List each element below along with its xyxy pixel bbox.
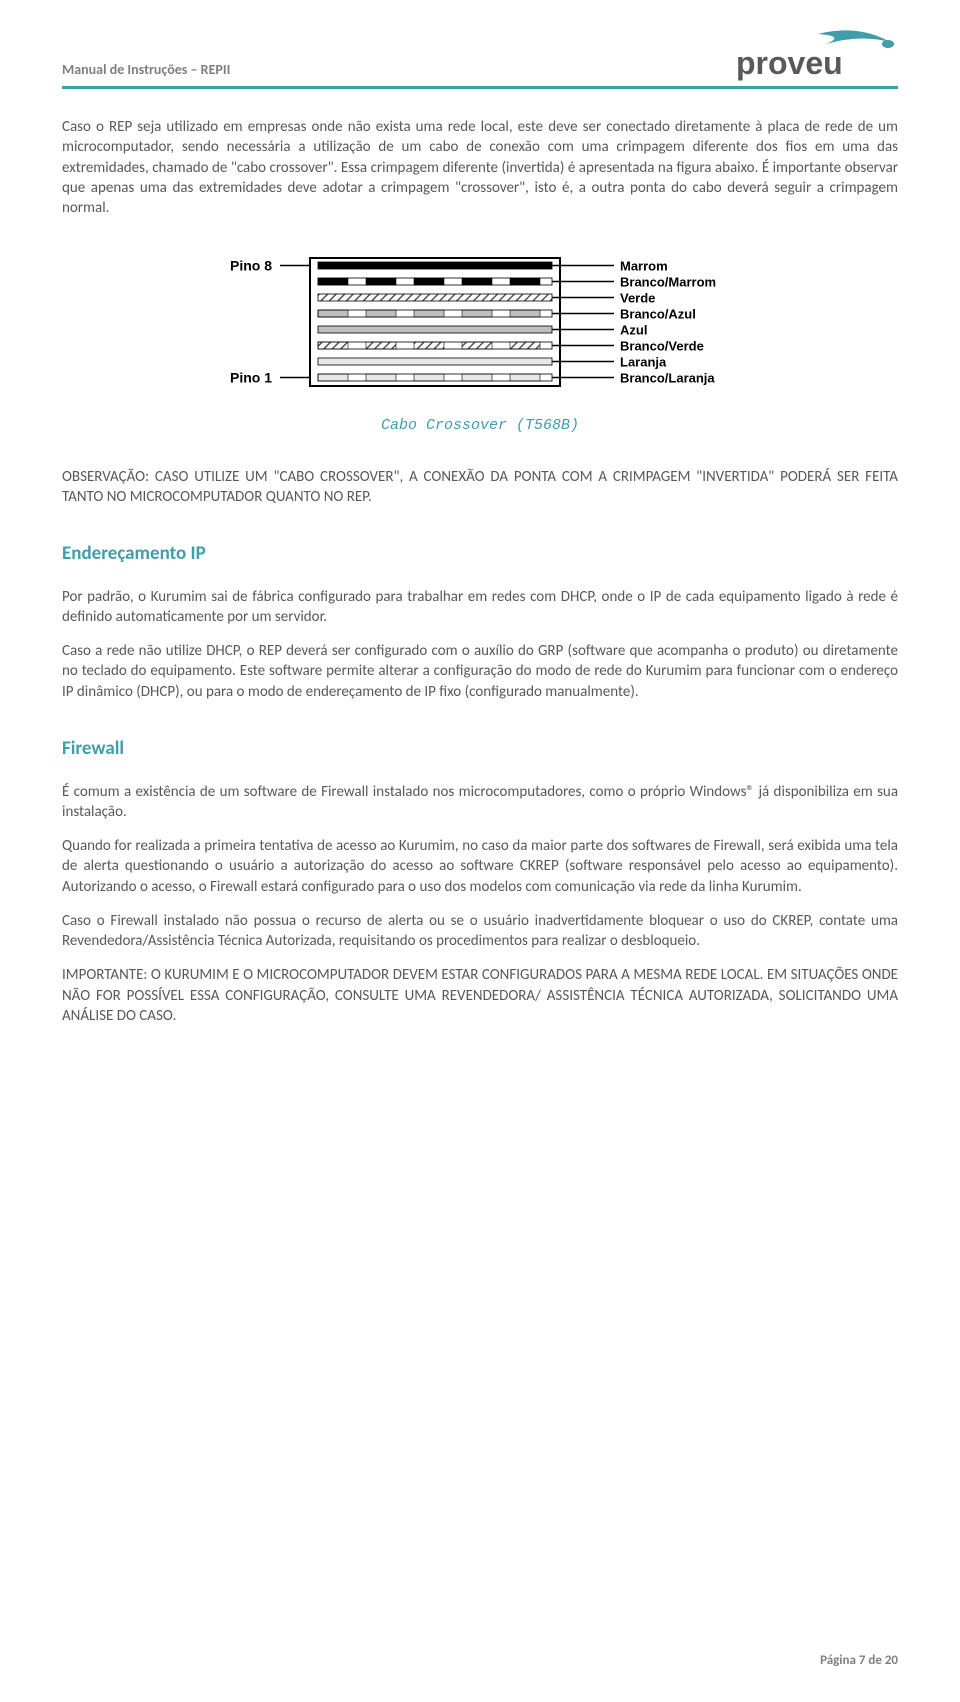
svg-text:Marrom: Marrom xyxy=(620,259,668,274)
observacao-paragraph: OBSERVAÇÃO: CASO UTILIZE UM "CABO CROSSO… xyxy=(62,467,898,508)
header-title: Manual de Instruções – REPII xyxy=(62,61,230,84)
ip-paragraph-2: Caso a rede não utilize DHCP, o REP deve… xyxy=(62,641,898,702)
svg-text:Branco/Verde: Branco/Verde xyxy=(620,339,704,354)
intro-paragraph: Caso o REP seja utilizado em empresas on… xyxy=(62,117,898,218)
fw-paragraph-3: Caso o Firewall instalado não possua o r… xyxy=(62,911,898,952)
fw-paragraph-2: Quando for realizada a primeira tentativ… xyxy=(62,836,898,897)
proveu-logo-svg: proveu xyxy=(728,28,898,84)
logo-text: proveu xyxy=(736,45,843,81)
svg-text:Branco/Laranja: Branco/Laranja xyxy=(620,371,715,386)
fw-paragraph-4: IMPORTANTE: O KURUMIM E O MICROCOMPUTADO… xyxy=(62,965,898,1026)
diagram-caption: Cabo Crossover (T568B) xyxy=(381,416,579,436)
svg-text:Pino 1: Pino 1 xyxy=(230,370,272,386)
cable-diagram-svg: MarromBranco/MarromVerdeBranco/AzulAzulB… xyxy=(220,248,740,408)
svg-text:Branco/Azul: Branco/Azul xyxy=(620,307,696,322)
svg-text:Pino 8: Pino 8 xyxy=(230,258,272,274)
page: Manual de Instruções – REPII proveu Caso… xyxy=(0,0,960,1702)
section-title-ip: Endereçamento IP xyxy=(62,541,898,567)
svg-text:Laranja: Laranja xyxy=(620,355,667,370)
section-title-firewall: Firewall xyxy=(62,736,898,762)
brand-logo: proveu xyxy=(728,28,898,84)
page-footer: Página 7 de 20 xyxy=(820,1652,898,1670)
ip-paragraph-1: Por padrão, o Kurumim sai de fábrica con… xyxy=(62,587,898,628)
crossover-diagram: MarromBranco/MarromVerdeBranco/AzulAzulB… xyxy=(62,248,898,436)
page-header: Manual de Instruções – REPII proveu xyxy=(62,28,898,89)
fw-paragraph-1: É comum a existência de um software de F… xyxy=(62,782,898,823)
svg-text:Verde: Verde xyxy=(620,291,655,306)
svg-text:Azul: Azul xyxy=(620,323,647,338)
svg-text:Branco/Marrom: Branco/Marrom xyxy=(620,275,716,290)
